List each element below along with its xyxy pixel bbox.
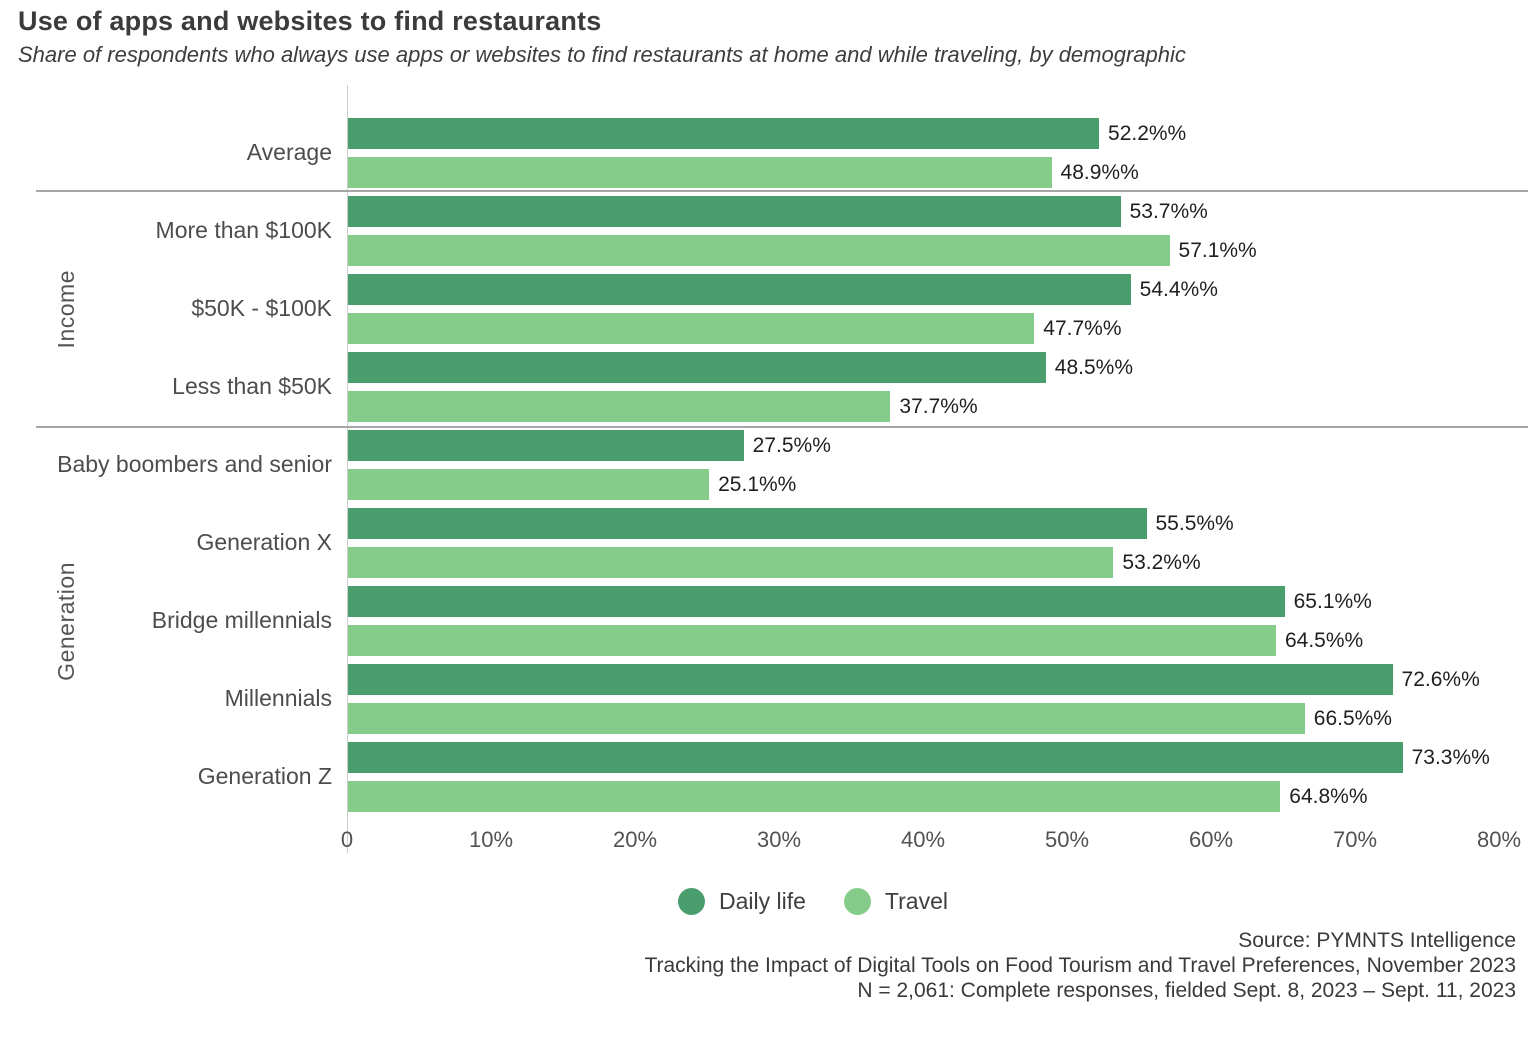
bar-daily-life [348, 118, 1100, 149]
source-line: N = 2,061: Complete responses, fielded S… [857, 979, 1516, 1002]
value-label-travel: 66.5%% [1313, 706, 1392, 730]
value-label-daily: 54.4%% [1139, 277, 1218, 301]
bar-travel [348, 469, 710, 500]
group-separator-income-generation [36, 426, 1528, 428]
row-bars: 53.7%% 57.1%% [348, 196, 1499, 266]
row-bars: 48.5%% 37.7%% [348, 352, 1499, 422]
row-bars: 27.5%% 25.1%% [348, 430, 1499, 500]
y-axis-line [347, 85, 348, 853]
group-separator-average-income [36, 190, 1528, 192]
x-tick: 50% [1044, 827, 1090, 852]
legend-swatch-travel [843, 888, 871, 915]
category-label: Millennials [224, 685, 332, 712]
row-less-than-50k: Less than $50K 48.5%% 37.7%% [0, 352, 1536, 422]
bar-travel [348, 235, 1170, 266]
value-label-travel: 25.1%% [718, 472, 797, 496]
chart-title: Use of apps and websites to find restaur… [18, 6, 602, 36]
row-generation-x: Generation X 55.5%% 53.2%% [0, 508, 1536, 578]
category-label: More than $100K [155, 217, 332, 244]
bar-travel [348, 703, 1305, 734]
bar-daily-life [348, 196, 1121, 227]
source-line: Tracking the Impact of Digital Tools on … [644, 954, 1516, 977]
bar-travel [348, 547, 1114, 578]
value-label-daily: 27.5%% [752, 433, 831, 457]
legend-label: Daily life [719, 888, 806, 914]
value-label-daily: 65.1%% [1293, 589, 1372, 613]
bar-daily-life [348, 508, 1147, 539]
category-label: Less than $50K [172, 373, 332, 400]
value-label-daily: 48.5%% [1054, 355, 1133, 379]
legend-item-daily-life: Daily life [678, 888, 806, 915]
bar-daily-life [348, 430, 744, 461]
value-label-daily: 53.7%% [1129, 199, 1208, 223]
row-bars: 65.1%% 64.5%% [348, 586, 1499, 656]
row-generation-z: Generation Z 73.3%% 64.8%% [0, 742, 1536, 812]
row-bars: 52.2%% 48.9%% [348, 118, 1499, 188]
category-label: Generation X [196, 529, 332, 556]
bar-daily-life [348, 352, 1046, 383]
bar-daily-life [348, 274, 1131, 305]
bar-travel [348, 313, 1035, 344]
x-tick: 20% [612, 827, 658, 852]
value-label-daily: 52.2%% [1108, 121, 1187, 145]
row-baby-boomers: Baby boombers and senior 27.5%% 25.1%% [0, 430, 1536, 500]
category-label: Average [246, 139, 332, 166]
value-label-travel: 57.1%% [1178, 238, 1257, 262]
value-label-travel: 64.5%% [1284, 628, 1364, 652]
bar-travel [348, 391, 891, 422]
source-line: Source: PYMNTS Intelligence [1238, 929, 1516, 952]
legend-swatch-daily-life [678, 888, 705, 915]
bar-travel [348, 781, 1281, 812]
x-tick: 10% [468, 827, 514, 852]
row-millennials: Millennials 72.6%% 66.5%% [0, 664, 1536, 734]
x-tick: 0 [340, 827, 354, 852]
bar-daily-life [348, 586, 1285, 617]
source-attribution: Source: PYMNTS Intelligence Tracking the… [644, 928, 1516, 1003]
category-label: Baby boombers and senior [57, 451, 332, 478]
row-bars: 54.4%% 47.7%% [348, 274, 1499, 344]
row-50k-100k: $50K - $100K 54.4%% 47.7%% [0, 274, 1536, 344]
category-label: $50K - $100K [191, 295, 332, 322]
legend-label: Travel [884, 888, 948, 914]
x-tick: 80% [1476, 827, 1522, 852]
value-label-travel: 37.7%% [899, 394, 978, 418]
bar-daily-life [348, 742, 1403, 773]
x-axis: 0 10% 20% 30% 40% 50% 60% 70% 80% [341, 827, 1521, 857]
row-bridge-millennials: Bridge millennials 65.1%% 64.5%% [0, 586, 1536, 656]
x-tick: 60% [1188, 827, 1234, 852]
value-label-travel: 48.9%% [1060, 160, 1139, 184]
value-label-daily: 55.5%% [1155, 511, 1234, 535]
x-tick: 70% [1332, 827, 1378, 852]
category-label: Bridge millennials [151, 607, 332, 634]
legend-item-travel: Travel [843, 888, 948, 915]
row-bars: 73.3%% 64.8%% [348, 742, 1499, 812]
bar-travel [348, 157, 1052, 188]
x-tick: 30% [756, 827, 802, 852]
row-average: Average 52.2%% 48.9%% [0, 118, 1536, 188]
bar-travel [348, 625, 1276, 656]
bar-daily-life [348, 664, 1393, 695]
row-bars: 72.6%% 66.5%% [348, 664, 1499, 734]
legend: Daily life Travel [45, 888, 1536, 915]
row-bars: 55.5%% 53.2%% [348, 508, 1499, 578]
row-more-than-100k: More than $100K 53.7%% 57.1%% [0, 196, 1536, 266]
x-tick: 40% [900, 827, 946, 852]
value-label-daily: 73.3%% [1411, 745, 1490, 769]
value-label-travel: 53.2%% [1122, 550, 1201, 574]
value-label-travel: 64.8%% [1289, 784, 1368, 808]
value-label-daily: 72.6%% [1401, 667, 1480, 691]
value-label-travel: 47.7%% [1043, 316, 1122, 340]
category-label: Generation Z [197, 763, 332, 790]
chart-subtitle: Share of respondents who always use apps… [18, 42, 1186, 67]
